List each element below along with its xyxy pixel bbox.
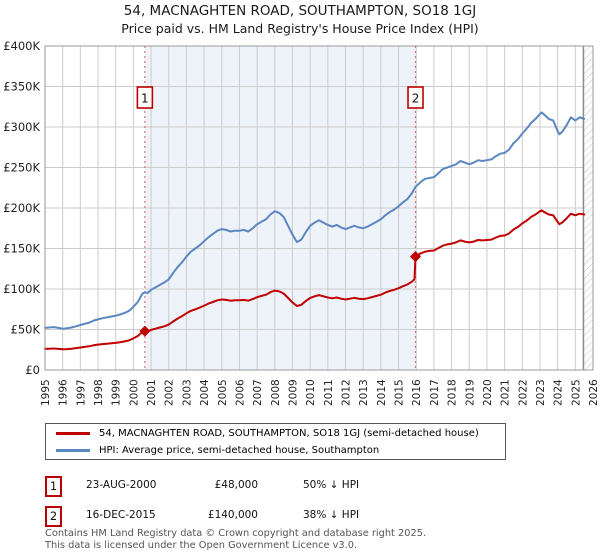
- svg-text:£100K: £100K: [3, 282, 40, 296]
- svg-text:2003: 2003: [181, 379, 193, 406]
- svg-text:2021: 2021: [500, 379, 512, 406]
- svg-text:2020: 2020: [482, 379, 494, 406]
- svg-text:1998: 1998: [93, 379, 105, 406]
- svg-text:2001: 2001: [146, 379, 158, 406]
- sale-flag-box-2: [407, 86, 424, 109]
- copyright-line-2: This data is licensed under the Open Gov…: [45, 539, 358, 551]
- svg-text:£250K: £250K: [3, 161, 40, 175]
- page-title: 54, MACNAGHTEN ROAD, SOUTHAMPTON, SO18 1…: [123, 3, 477, 19]
- svg-text:2026: 2026: [588, 379, 600, 406]
- svg-text:£350K: £350K: [3, 80, 40, 94]
- svg-text:£50K: £50K: [11, 323, 41, 337]
- svg-text:£0: £0: [25, 363, 40, 377]
- svg-text:£150K: £150K: [3, 242, 40, 256]
- svg-text:1997: 1997: [75, 379, 87, 406]
- svg-text:2018: 2018: [447, 379, 459, 406]
- sale-date-2: 16-DEC-2015: [86, 509, 156, 521]
- svg-text:1995: 1995: [40, 379, 52, 406]
- svg-text:£200K: £200K: [3, 201, 40, 215]
- svg-text:2006: 2006: [234, 379, 246, 406]
- svg-text:2023: 2023: [535, 379, 547, 406]
- svg-text:2022: 2022: [517, 379, 529, 406]
- svg-text:2019: 2019: [464, 379, 476, 406]
- sale-diamond-2: [410, 251, 422, 263]
- legend-label-hpi: HPI: Average price, semi-detached house,…: [99, 444, 380, 456]
- legend-line-red: [56, 431, 90, 435]
- sale-diamond-1: [139, 325, 151, 337]
- sale-flag-box-1: [136, 86, 154, 109]
- svg-text:2010: 2010: [305, 379, 317, 406]
- svg-text:2012: 2012: [341, 379, 353, 406]
- sale-price-2: £140,000: [207, 509, 258, 521]
- svg-text:2002: 2002: [164, 379, 176, 406]
- sale-number-badge-1: 1: [45, 476, 62, 497]
- svg-text:2013: 2013: [358, 379, 370, 406]
- svg-text:£400K: £400K: [3, 39, 40, 53]
- svg-text:2024: 2024: [553, 379, 565, 406]
- legend-item-hpi: HPI: Average price, semi-detached house,…: [46, 443, 505, 457]
- svg-text:2025: 2025: [570, 379, 582, 406]
- legend-item-property: 54, MACNAGHTEN ROAD, SOUTHAMPTON, SO18 1…: [46, 426, 505, 440]
- sale-price-1: £48,000: [214, 479, 258, 491]
- svg-text:2014: 2014: [376, 379, 388, 406]
- price-chart-canvas: 1 2 £0 £50K £100K £150K £200K £250K £300K £350K £4…: [3, 39, 600, 406]
- sale-date-1: 23-AUG-2000: [86, 479, 157, 491]
- legend-box: 54, MACNAGHTEN ROAD, SOUTHAMPTON, SO18 1…: [45, 423, 506, 460]
- series-line-property: [44, 209, 586, 351]
- svg-text:2005: 2005: [217, 379, 229, 406]
- svg-text:2015: 2015: [394, 379, 406, 406]
- sale-number-badge-2: 2: [45, 506, 62, 527]
- svg-text:2009: 2009: [287, 379, 299, 406]
- svg-text:2000: 2000: [128, 379, 140, 406]
- sale-annotation-row-1: 1 23-AUG-2000 £48,000 50% ↓ HPI: [45, 476, 565, 498]
- series-line-hpi: [44, 111, 586, 330]
- svg-text:£300K: £300K: [3, 120, 40, 134]
- copyright-footer: Contains HM Land Registry data © Crown c…: [45, 528, 426, 551]
- future-hatch-band: [583, 46, 593, 370]
- svg-text:2: 2: [412, 92, 420, 106]
- svg-text:2016: 2016: [411, 379, 423, 406]
- legend-line-blue: [56, 448, 90, 452]
- svg-text:1: 1: [141, 92, 149, 106]
- legend-label-property: 54, MACNAGHTEN ROAD, SOUTHAMPTON, SO18 1…: [99, 427, 479, 439]
- page-subtitle: Price paid vs. HM Land Registry's House …: [121, 21, 479, 36]
- svg-text:1999: 1999: [111, 379, 123, 406]
- svg-text:2017: 2017: [429, 379, 441, 406]
- copyright-line-1: Contains HM Land Registry data © Crown c…: [45, 528, 427, 539]
- svg-text:2007: 2007: [252, 379, 264, 406]
- sale-annotation-row-2: 2 16-DEC-2015 £140,000 38% ↓ HPI: [45, 506, 565, 528]
- svg-text:2011: 2011: [323, 379, 335, 406]
- sale-hpi-delta-1: 50% ↓ HPI: [303, 479, 360, 491]
- svg-text:2008: 2008: [270, 379, 282, 406]
- sale-hpi-delta-2: 38% ↓ HPI: [303, 509, 360, 521]
- svg-text:1996: 1996: [58, 379, 70, 406]
- svg-text:2004: 2004: [199, 379, 211, 406]
